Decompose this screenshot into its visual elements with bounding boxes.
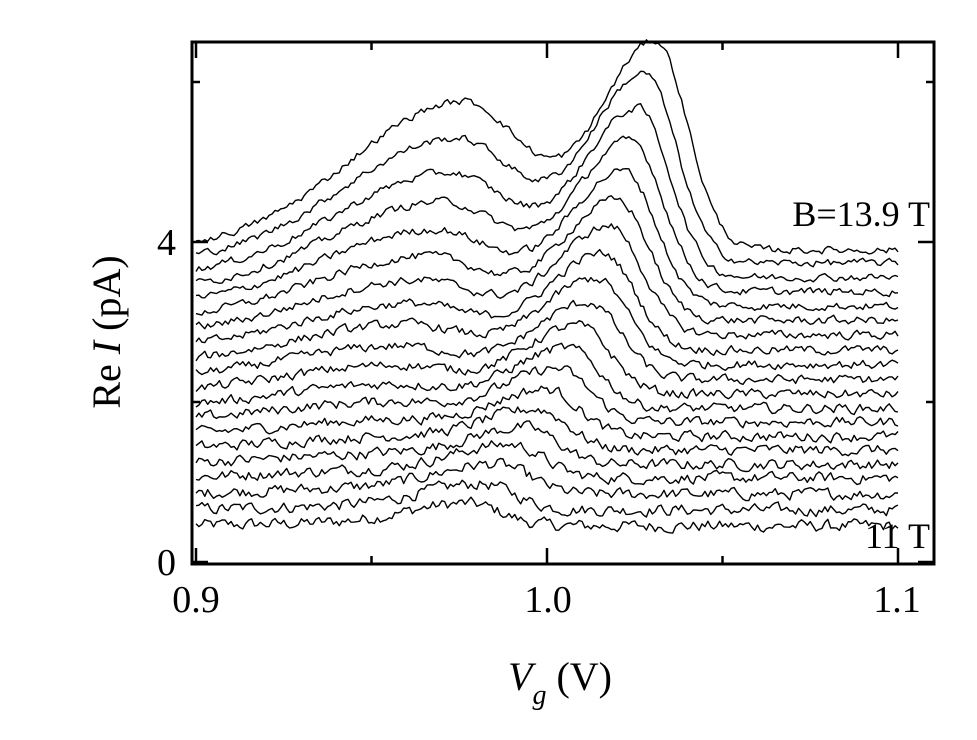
trace-line-19 [195, 70, 899, 268]
x-axis-unit: (V) [546, 654, 612, 699]
trace-line-10 [195, 320, 899, 400]
y-axis-prefix: Re [84, 354, 129, 408]
traces [195, 39, 899, 534]
trace-line-4 [195, 440, 899, 486]
y-tick-label-1: 4 [157, 222, 176, 264]
trace-line-14 [195, 223, 899, 341]
x-axis-subscript: g [532, 680, 546, 711]
trace-line-12 [195, 276, 899, 371]
annotation-top-field: B=13.9 T [792, 194, 930, 234]
x-tick-label-0: 0.9 [172, 579, 220, 621]
trace-line-20 [195, 39, 899, 255]
plot-frame [190, 40, 936, 566]
trace-line-16 [195, 167, 899, 312]
x-tick-label-1: 1.0 [524, 579, 572, 621]
trace-line-18 [195, 102, 899, 283]
trace-line-17 [195, 135, 899, 298]
trace-line-7 [195, 385, 899, 444]
trace-line-6 [195, 406, 899, 457]
trace-line-3 [195, 457, 899, 502]
x-tick-label-2: 1.1 [873, 579, 921, 621]
trace-line-2 [195, 479, 899, 518]
y-axis-unit: (pA) [84, 255, 129, 341]
trace-line-15 [195, 195, 899, 325]
annotation-bottom-field: 11 T [865, 516, 930, 556]
trace-line-5 [195, 420, 899, 473]
y-axis-symbol: I [84, 339, 129, 355]
x-axis-symbol: V [508, 654, 537, 699]
ticks [192, 42, 934, 564]
trace-line-9 [195, 342, 899, 416]
y-tick-label-0: 0 [157, 542, 176, 584]
trace-line-13 [195, 248, 899, 356]
y-axis-label: Re I (pA) [84, 255, 129, 408]
trace-line-8 [195, 365, 899, 429]
trace-line-11 [195, 299, 899, 386]
trace-line-1 [195, 496, 899, 534]
x-axis-label: Vg (V) [508, 654, 612, 711]
